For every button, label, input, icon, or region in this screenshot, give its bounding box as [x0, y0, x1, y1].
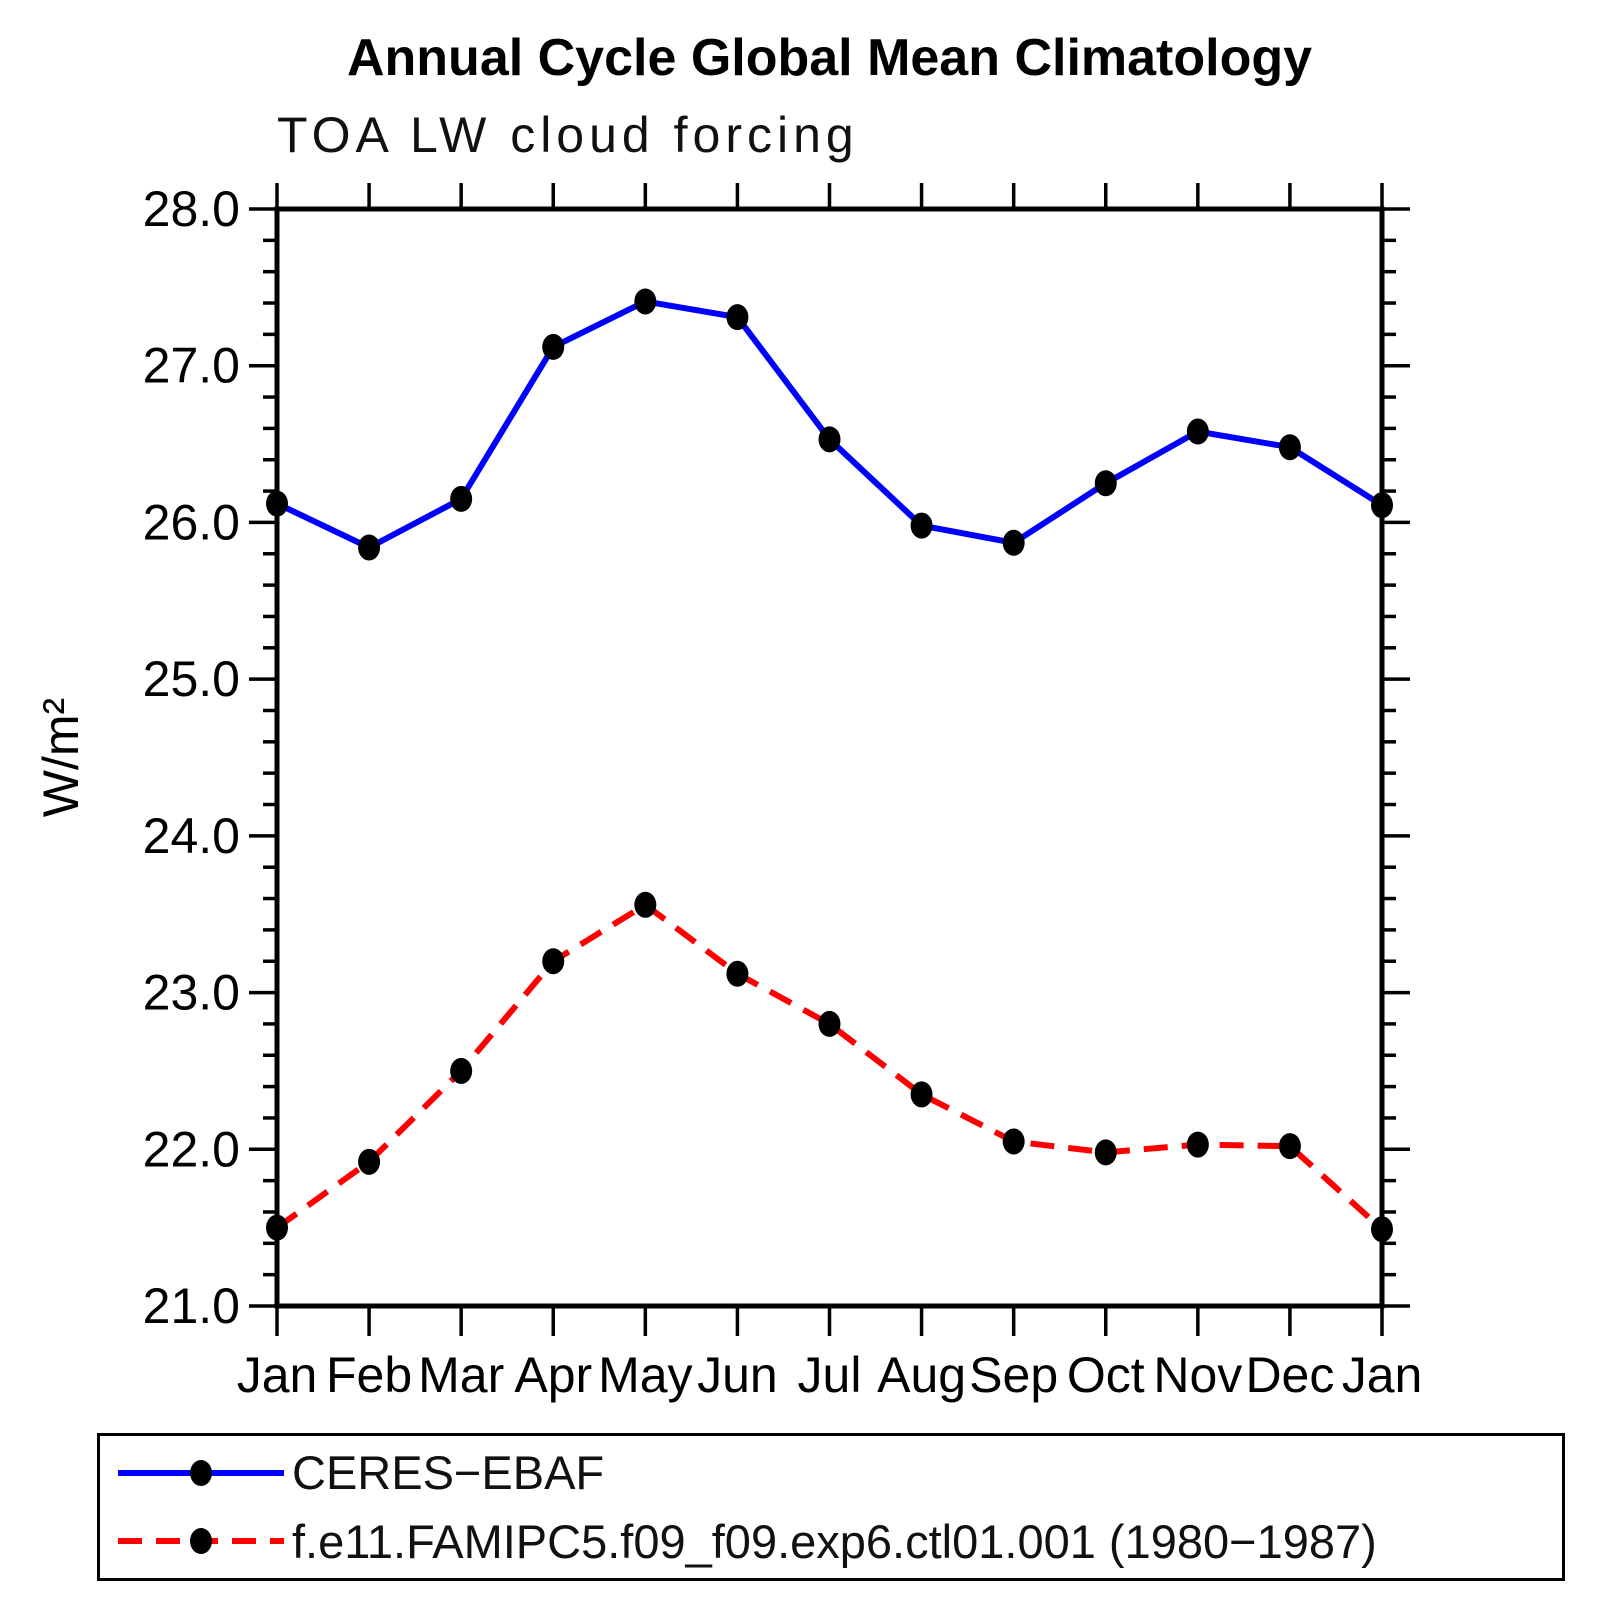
y-tick-label: 25.0: [143, 651, 240, 707]
x-tick-label: Jan: [1342, 1347, 1423, 1403]
chart-title: Annual Cycle Global Mean Climatology: [346, 29, 1313, 87]
x-tick-label: Feb: [326, 1347, 412, 1403]
legend-marker-icon: [190, 1459, 212, 1486]
series-line-1: [275, 901, 1385, 1232]
data-point-s1-Aug: [910, 1081, 933, 1108]
data-point-s0-Jan: [266, 490, 288, 517]
data-point-s1-Jun: [726, 960, 749, 987]
legend-label-model: f.e11.FAMIPC5.f09_f09.exp6.ctl01.001 (19…: [292, 1514, 1377, 1568]
data-point-s0-Apr: [542, 333, 565, 360]
y-tick-label: 24.0: [143, 808, 240, 864]
x-tick-label: Aug: [877, 1347, 966, 1403]
y-tick-label: 26.0: [143, 494, 240, 550]
data-point-s1-Mar: [450, 1057, 473, 1084]
y-axis-title: W/m²: [33, 698, 89, 817]
data-point-s1-Oct: [1094, 1139, 1117, 1166]
legend-row-ceres-ebaf: CERES−EBAF: [100, 1441, 1562, 1505]
plot-frame: [274, 206, 1385, 1309]
data-point-s1-Sep: [1002, 1128, 1025, 1155]
legend-marker-icon: [190, 1528, 212, 1555]
x-tick-label: Jun: [697, 1347, 778, 1403]
x-tick-label: Nov: [1153, 1347, 1242, 1403]
legend-label-ceres-ebaf: CERES−EBAF: [292, 1446, 605, 1500]
y-tick-label: 28.0: [143, 181, 240, 237]
data-point-s1-Dec: [1278, 1133, 1301, 1160]
data-point-s0-May: [634, 288, 657, 315]
chart-subtitle: TOA LW cloud forcing: [277, 107, 859, 163]
x-tick-label: May: [598, 1347, 692, 1403]
x-tick-label: Oct: [1067, 1347, 1145, 1403]
data-point-s1-Jul: [818, 1010, 841, 1037]
data-point-s0-Nov: [1186, 418, 1209, 445]
data-point-s0-Jan: [1371, 492, 1393, 519]
data-point-s0-Jul: [818, 426, 841, 453]
data-point-s1-Jan: [1371, 1216, 1393, 1243]
data-point-s1-Nov: [1186, 1131, 1209, 1158]
x-tick-label: Sep: [969, 1347, 1058, 1403]
x-tick-label: Jul: [798, 1347, 862, 1403]
data-point-s0-Dec: [1278, 434, 1301, 461]
x-tick-label: Apr: [514, 1347, 592, 1403]
x-tick-label: Dec: [1245, 1347, 1334, 1403]
y-tick-label: 27.0: [143, 338, 240, 394]
data-point-s0-Oct: [1094, 470, 1117, 497]
data-point-s1-Feb: [358, 1148, 381, 1175]
x-tick-label: Mar: [418, 1347, 504, 1403]
data-point-s0-Jun: [726, 304, 749, 331]
data-point-s0-Sep: [1002, 529, 1025, 556]
data-point-s1-Jan: [266, 1214, 288, 1241]
legend-row-model: f.e11.FAMIPC5.f09_f09.exp6.ctl01.001 (19…: [100, 1509, 1562, 1573]
data-point-s0-Aug: [910, 512, 933, 539]
legend: CERES−EBAF f.e11.FAMIPC5.f09_f09.exp6.ct…: [97, 1433, 1565, 1581]
data-point-s1-Apr: [542, 948, 565, 975]
legend-sample-model: [118, 1528, 284, 1555]
legend-sample-ceres-ebaf: [118, 1459, 284, 1486]
y-tick-label: 23.0: [143, 965, 240, 1021]
data-point-s1-May: [634, 891, 657, 918]
data-point-s0-Mar: [450, 485, 473, 512]
y-tick-label: 21.0: [143, 1278, 240, 1334]
series-line-0: [275, 298, 1384, 551]
data-point-s0-Feb: [358, 534, 381, 561]
y-tick-label: 22.0: [143, 1121, 240, 1177]
x-tick-label: Jan: [237, 1347, 318, 1403]
